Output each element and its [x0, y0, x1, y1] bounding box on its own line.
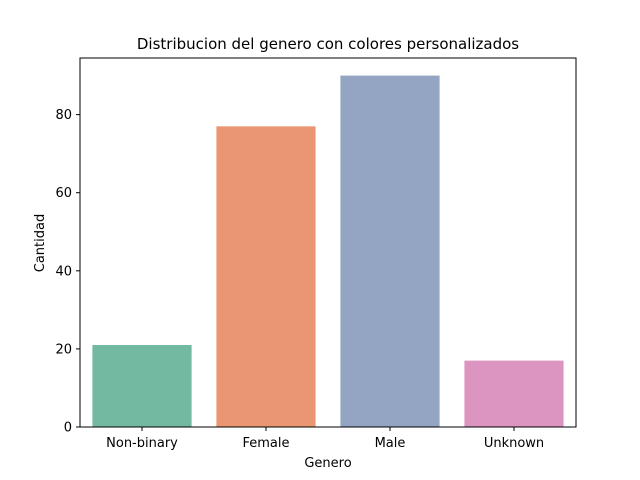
y-tick-label: 20	[55, 342, 72, 357]
y-tick-label: 80	[55, 108, 72, 123]
x-tick-label: Female	[242, 436, 289, 451]
x-ticks-group: Non-binary Female Male Unknown	[106, 427, 544, 451]
bar-female	[216, 126, 316, 427]
x-tick-label: Male	[375, 436, 406, 451]
plot-frame	[79, 57, 577, 428]
chart-title: Distribucion del genero con colores pers…	[137, 35, 519, 53]
y-ticks-group: 0 20 40 60 80	[55, 108, 80, 436]
y-tick-label: 60	[55, 186, 72, 201]
y-axis-label: Cantidad	[33, 214, 48, 272]
x-tick-label: Non-binary	[106, 436, 178, 451]
y-tick-label: 0	[64, 421, 72, 436]
bar-male	[340, 75, 440, 428]
bars-group	[92, 75, 564, 428]
y-tick-label: 40	[55, 264, 72, 279]
bar-unknown	[464, 360, 564, 427]
x-axis-label: Genero	[304, 456, 351, 471]
bar-non-binary	[92, 345, 192, 427]
x-tick-label: Unknown	[484, 436, 544, 451]
